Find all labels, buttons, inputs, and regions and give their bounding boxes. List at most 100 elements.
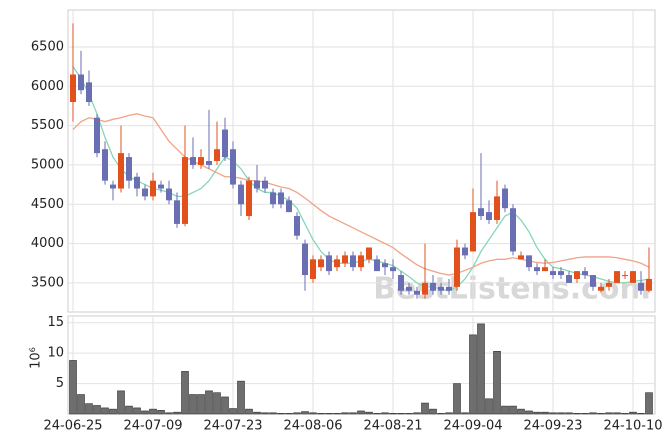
candle-body	[534, 267, 540, 272]
candle-body	[414, 290, 420, 295]
candle-body	[190, 157, 196, 165]
candle-body	[254, 180, 260, 189]
candle-body	[174, 200, 180, 224]
price-frame	[67, 9, 656, 313]
candle-body	[494, 196, 500, 220]
candle-body	[574, 271, 580, 279]
y-tick-label: 3500	[31, 275, 64, 290]
volume-bar	[549, 412, 557, 415]
candle-body	[150, 180, 156, 197]
candle-body	[646, 278, 652, 291]
volume-bar	[445, 412, 453, 415]
candle-body	[318, 259, 324, 268]
candle-body	[430, 282, 436, 291]
volume-bar	[245, 408, 253, 415]
candle-body	[510, 208, 516, 252]
volume-bar	[117, 390, 125, 415]
x-tick-label: 24-08-21	[363, 419, 422, 434]
volume-bar	[317, 413, 325, 415]
candle-body	[166, 188, 172, 201]
candle-body	[558, 271, 564, 276]
candle-body	[390, 267, 396, 272]
y-tick-label: 4500	[31, 197, 64, 212]
watermark: BestListens.com	[373, 272, 651, 307]
volume-bar	[621, 413, 629, 415]
candle-body	[238, 184, 244, 205]
candle-body	[278, 192, 284, 205]
volume-bar	[165, 412, 173, 415]
volume-bar	[453, 383, 461, 415]
candle-body	[70, 74, 76, 103]
candle-body	[606, 282, 612, 287]
volume-bar	[333, 413, 341, 415]
candle-body	[622, 275, 628, 277]
candle-body	[462, 247, 468, 256]
volume-bar	[437, 413, 445, 415]
candle-body	[478, 208, 484, 217]
volume-bar	[509, 405, 517, 415]
x-tick-label: 24-07-09	[123, 419, 182, 434]
candle-body	[470, 212, 476, 252]
volume-bar	[573, 413, 581, 415]
volume-bar	[469, 334, 477, 415]
volume-bar	[421, 402, 429, 415]
y-tick-label: 4000	[31, 236, 64, 251]
volume-bar	[525, 410, 533, 415]
volume-bar	[493, 351, 501, 415]
candle-body	[342, 255, 348, 264]
volume-bar	[357, 410, 365, 415]
volume-bar	[541, 411, 549, 415]
candle-body	[142, 188, 148, 197]
volume-bar	[637, 413, 645, 415]
volume-bar	[397, 413, 405, 415]
volume-bar	[293, 412, 301, 415]
volume-bar	[461, 412, 469, 415]
x-tick-label: 24-07-23	[203, 419, 262, 434]
volume-bar	[557, 412, 565, 415]
candle-body	[598, 286, 604, 291]
x-tick-label: 24-06-25	[43, 419, 102, 434]
volume-bar	[173, 411, 181, 415]
x-tick-label: 24-09-23	[523, 419, 582, 434]
candle-body	[302, 243, 308, 276]
candle-body	[374, 259, 380, 272]
candle-body	[438, 286, 444, 291]
volume-bar	[645, 392, 653, 415]
candle-body	[350, 255, 356, 268]
x-tick-label: 24-09-04	[443, 419, 502, 434]
volume-bar	[285, 413, 293, 415]
volume-bar	[93, 405, 101, 415]
volume-bar	[229, 408, 237, 415]
candle-body	[486, 212, 492, 220]
y-tick-label: 5500	[31, 118, 64, 133]
volume-bar	[413, 412, 421, 415]
volume-bar	[373, 413, 381, 415]
x-tick-label: 24-08-06	[283, 419, 342, 434]
y-tick-label: 6000	[31, 79, 64, 94]
volume-bar	[269, 412, 277, 415]
volume-bar	[69, 360, 77, 415]
candle-body	[182, 157, 188, 224]
candle-body	[382, 263, 388, 268]
volume-bar	[213, 392, 221, 415]
volume-bar	[365, 411, 373, 415]
volume-bar	[133, 407, 141, 415]
candle-body	[110, 184, 116, 189]
volume-bar	[205, 390, 213, 415]
volume-bar	[349, 412, 357, 415]
volume-bar	[613, 412, 621, 415]
volume-bar	[581, 413, 589, 415]
volume-bar	[533, 411, 541, 415]
candle-body	[230, 149, 236, 185]
candle-body	[454, 247, 460, 287]
candle-body	[222, 129, 228, 158]
candle-body	[422, 282, 428, 295]
volume-frame	[67, 315, 656, 415]
candle-body	[294, 216, 300, 236]
volume-bar	[301, 411, 309, 415]
volume-bar	[629, 411, 637, 415]
volume-bar	[605, 412, 613, 415]
candle-body	[326, 255, 332, 272]
candle-body	[518, 255, 524, 260]
